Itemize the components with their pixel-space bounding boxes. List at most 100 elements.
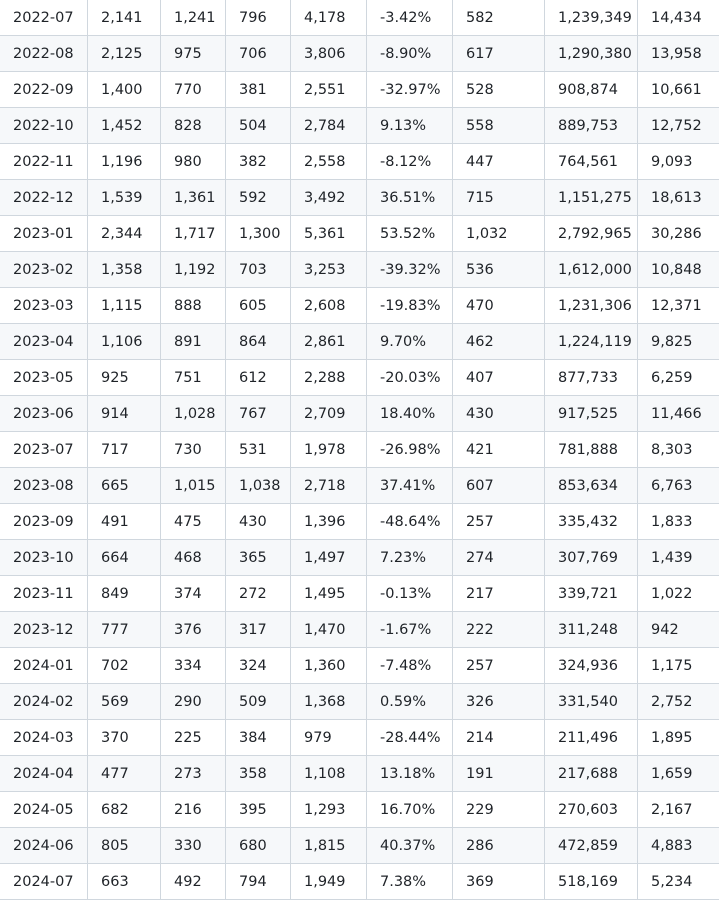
col-4-cell: 504	[225, 107, 291, 144]
col-5-cell: 5,361	[290, 215, 367, 252]
percent-change-cell: 0.59%	[366, 683, 453, 720]
data-table: 2022-07 2,141 1,241 796 4,178 -3.42% 582 1,239,…	[0, 0, 719, 900]
percent-change-cell: -1.67%	[366, 611, 453, 648]
col-8-cell: 217,688	[544, 755, 638, 792]
col-7-cell: 470	[452, 287, 545, 324]
percent-change-cell: 40.37%	[366, 827, 453, 864]
percent-change-cell: 9.70%	[366, 323, 453, 360]
col-3-cell: 216	[160, 791, 226, 828]
col-4-cell: 592	[225, 179, 291, 216]
col-9-cell: 1,175	[637, 647, 719, 684]
col-5-cell: 1,815	[290, 827, 367, 864]
col-2-cell: 925	[87, 359, 161, 396]
col-5-cell: 2,288	[290, 359, 367, 396]
col-4-cell: 605	[225, 287, 291, 324]
col-8-cell: 908,874	[544, 71, 638, 108]
col-7-cell: 528	[452, 71, 545, 108]
percent-change-cell: -19.83%	[366, 287, 453, 324]
col-8-cell: 781,888	[544, 431, 638, 468]
col-8-cell: 324,936	[544, 647, 638, 684]
col-2-cell: 370	[87, 719, 161, 756]
col-9-cell: 1,439	[637, 539, 719, 576]
month-cell: 2023-10	[0, 539, 88, 576]
month-cell: 2023-05	[0, 359, 88, 396]
col-4-cell: 1,038	[225, 467, 291, 504]
table-row: 2022-08 2,125 975 706 3,806 -8.90% 617 1,290,38…	[0, 35, 719, 72]
col-4-cell: 612	[225, 359, 291, 396]
percent-change-cell: 9.13%	[366, 107, 453, 144]
col-7-cell: 214	[452, 719, 545, 756]
percent-change-cell: 18.40%	[366, 395, 453, 432]
col-2-cell: 777	[87, 611, 161, 648]
month-cell: 2022-08	[0, 35, 88, 72]
col-9-cell: 11,466	[637, 395, 719, 432]
col-7-cell: 326	[452, 683, 545, 720]
col-7-cell: 617	[452, 35, 545, 72]
table-row: 2022-10 1,452 828 504 2,784 9.13% 558 889,753 12…	[0, 107, 719, 144]
col-4-cell: 864	[225, 323, 291, 360]
col-5-cell: 1,368	[290, 683, 367, 720]
month-cell: 2022-10	[0, 107, 88, 144]
table-row: 2024-04 477 273 358 1,108 13.18% 191 217,688 1,6…	[0, 755, 719, 792]
col-7-cell: 369	[452, 863, 545, 900]
col-4-cell: 509	[225, 683, 291, 720]
col-4-cell: 703	[225, 251, 291, 288]
table-row: 2024-07 663 492 794 1,949 7.38% 369 518,169 5,23…	[0, 863, 719, 900]
col-7-cell: 274	[452, 539, 545, 576]
col-2-cell: 665	[87, 467, 161, 504]
col-5-cell: 2,608	[290, 287, 367, 324]
col-2-cell: 1,539	[87, 179, 161, 216]
col-5-cell: 3,806	[290, 35, 367, 72]
col-5-cell: 1,360	[290, 647, 367, 684]
col-4-cell: 272	[225, 575, 291, 612]
col-8-cell: 518,169	[544, 863, 638, 900]
col-9-cell: 30,286	[637, 215, 719, 252]
col-8-cell: 472,859	[544, 827, 638, 864]
col-7-cell: 257	[452, 503, 545, 540]
col-3-cell: 770	[160, 71, 226, 108]
col-3-cell: 1,717	[160, 215, 226, 252]
table-row: 2022-09 1,400 770 381 2,551 -32.97% 528 908,874…	[0, 71, 719, 108]
col-7-cell: 229	[452, 791, 545, 828]
col-7-cell: 447	[452, 143, 545, 180]
percent-change-cell: -20.03%	[366, 359, 453, 396]
col-9-cell: 1,833	[637, 503, 719, 540]
percent-change-cell: -8.90%	[366, 35, 453, 72]
col-4-cell: 531	[225, 431, 291, 468]
month-cell: 2023-11	[0, 575, 88, 612]
col-2-cell: 1,358	[87, 251, 161, 288]
table-row: 2023-03 1,115 888 605 2,608 -19.83% 470 1,231,3…	[0, 287, 719, 324]
table-row: 2023-04 1,106 891 864 2,861 9.70% 462 1,224,119…	[0, 323, 719, 360]
table-row: 2023-06 914 1,028 767 2,709 18.40% 430 917,525 1…	[0, 395, 719, 432]
col-2-cell: 1,115	[87, 287, 161, 324]
col-2-cell: 1,106	[87, 323, 161, 360]
col-5-cell: 1,293	[290, 791, 367, 828]
col-3-cell: 1,241	[160, 0, 226, 36]
month-cell: 2023-02	[0, 251, 88, 288]
col-5-cell: 3,492	[290, 179, 367, 216]
table-row: 2024-03 370 225 384 979 -28.44% 214 211,496 1,89…	[0, 719, 719, 756]
col-7-cell: 558	[452, 107, 545, 144]
col-8-cell: 877,733	[544, 359, 638, 396]
percent-change-cell: -0.13%	[366, 575, 453, 612]
col-7-cell: 582	[452, 0, 545, 36]
col-9-cell: 4,883	[637, 827, 719, 864]
month-cell: 2023-09	[0, 503, 88, 540]
col-4-cell: 365	[225, 539, 291, 576]
month-cell: 2022-09	[0, 71, 88, 108]
percent-change-cell: 7.23%	[366, 539, 453, 576]
col-2-cell: 1,400	[87, 71, 161, 108]
col-5-cell: 2,718	[290, 467, 367, 504]
table-row: 2022-12 1,539 1,361 592 3,492 36.51% 715 1,151,…	[0, 179, 719, 216]
month-cell: 2023-08	[0, 467, 88, 504]
col-5-cell: 4,178	[290, 0, 367, 36]
col-8-cell: 1,290,380	[544, 35, 638, 72]
col-9-cell: 12,752	[637, 107, 719, 144]
month-cell: 2023-03	[0, 287, 88, 324]
col-5-cell: 2,861	[290, 323, 367, 360]
month-cell: 2023-01	[0, 215, 88, 252]
col-8-cell: 1,239,349	[544, 0, 638, 36]
col-9-cell: 5,234	[637, 863, 719, 900]
col-3-cell: 492	[160, 863, 226, 900]
percent-change-cell: 7.38%	[366, 863, 453, 900]
